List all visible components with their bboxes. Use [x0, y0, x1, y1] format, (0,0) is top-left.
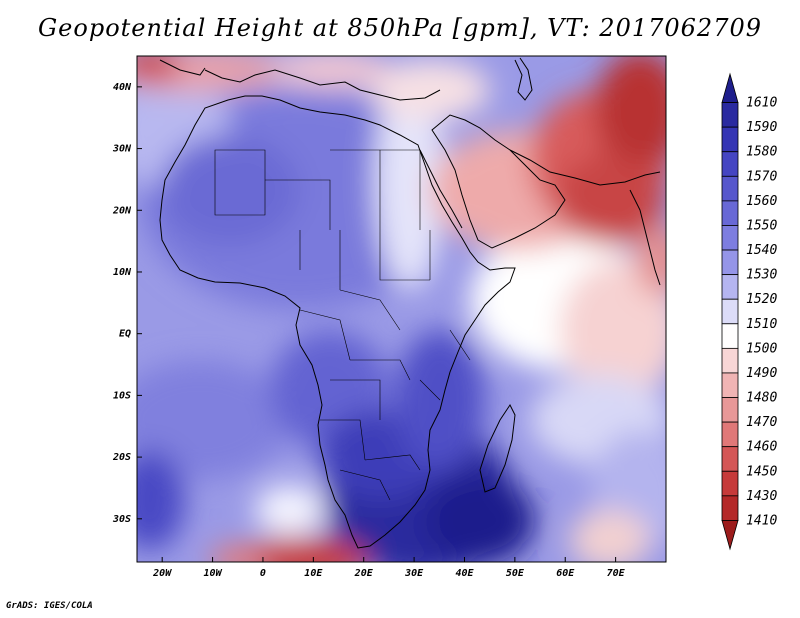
colorbar-label: 1480 — [746, 391, 777, 406]
y-tick-label: 20S — [112, 452, 131, 463]
coast-arabia — [431, 114, 566, 249]
geopotential-field — [137, 56, 666, 562]
y-tick-label: EQ — [119, 329, 131, 340]
coast-red-sea — [419, 149, 463, 229]
colorbar-label: 1530 — [746, 268, 777, 283]
colorbar-swatch — [721, 102, 739, 128]
y-axis: 40N 30N 20N 10N EQ 10S 20S 30S — [112, 82, 142, 525]
map-title: Geopotential Height at 850hPa [gpm], VT:… — [38, 14, 762, 42]
colorbar-swatch — [721, 520, 739, 551]
colorbar-label: 1570 — [746, 169, 777, 184]
colorbar-label: 1540 — [746, 243, 777, 258]
y-tick-label: 30S — [112, 514, 131, 525]
colorbar-swatch — [721, 200, 739, 226]
country-borders — [214, 149, 471, 501]
colorbar-label: 1430 — [746, 489, 777, 504]
x-tick-label: 50E — [506, 568, 525, 579]
colorbar-swatch — [721, 249, 739, 276]
colorbar-label: 1470 — [746, 415, 777, 430]
coast-caspian — [514, 57, 533, 101]
y-tick-label: 40N — [113, 82, 132, 93]
colorbar-label: 1520 — [746, 292, 777, 307]
colorbar-swatch — [721, 446, 739, 472]
y-tick-label: 10S — [113, 390, 131, 401]
x-tick-label: 70E — [607, 568, 626, 579]
coast-iberia — [159, 59, 206, 76]
x-tick-label: 40E — [455, 568, 474, 579]
x-tick-label: 20W — [152, 568, 172, 579]
colorbar-label: 1590 — [746, 120, 777, 135]
x-tick-label: 10E — [304, 568, 323, 579]
colorbar-swatch — [721, 151, 739, 177]
coast-iran — [509, 149, 661, 186]
colorbar-swatch — [721, 421, 739, 448]
colorbar-swatch — [721, 470, 739, 497]
coastlines — [159, 57, 661, 549]
colorbar-swatch — [721, 347, 739, 374]
colorbar-swatch — [721, 72, 739, 103]
colorbar-label: 1580 — [746, 145, 777, 160]
colorbar-swatch — [721, 175, 739, 202]
border-lines — [214, 149, 471, 501]
colorbar-label: 1460 — [746, 440, 777, 455]
colorbar-label: 1410 — [746, 513, 777, 528]
colorbar-swatch — [721, 298, 739, 325]
colorbar-swatch — [721, 126, 739, 153]
x-tick-label: 0 — [260, 568, 266, 579]
colorbar-label: 1510 — [746, 317, 777, 332]
coast-mediterranean — [204, 69, 441, 101]
x-tick-label: 60E — [556, 568, 575, 579]
colorbar-label: 1550 — [746, 218, 777, 233]
colorbar-swatch — [721, 495, 739, 521]
colorbar-swatch — [721, 274, 739, 300]
coast-africa — [159, 95, 516, 549]
coast-india — [629, 189, 661, 286]
colorbar-swatch — [721, 372, 739, 398]
colorbar-label: 1560 — [746, 194, 777, 209]
colorbar: 1610 1590 1580 1570 1560 1550 1540 1530 1520 1510… — [721, 72, 777, 551]
footer-credit: GrADS: IGES/COLA — [6, 601, 93, 611]
colorbar-label: 1610 — [746, 96, 777, 111]
colorbar-label: 1490 — [746, 366, 777, 381]
x-tick-label: 10W — [204, 568, 223, 579]
x-tick-label: 20E — [354, 568, 374, 579]
colorbar-label: 1450 — [746, 464, 777, 479]
plot-frame — [136, 55, 667, 563]
y-tick-label: 20N — [112, 205, 132, 216]
y-tick-label: 10N — [113, 267, 132, 278]
colorbar-swatch — [721, 323, 739, 349]
colorbar-swatch — [721, 397, 739, 423]
x-tick-label: 30E — [404, 568, 424, 579]
colorbar-swatch — [721, 225, 739, 251]
x-axis: 20W 10W 0 10E 20E 30E 40E 50E 60E 70E — [152, 557, 626, 579]
colorbar-label: 1500 — [746, 341, 777, 356]
coast-madagascar — [479, 404, 516, 493]
y-tick-label: 30N — [112, 144, 132, 155]
